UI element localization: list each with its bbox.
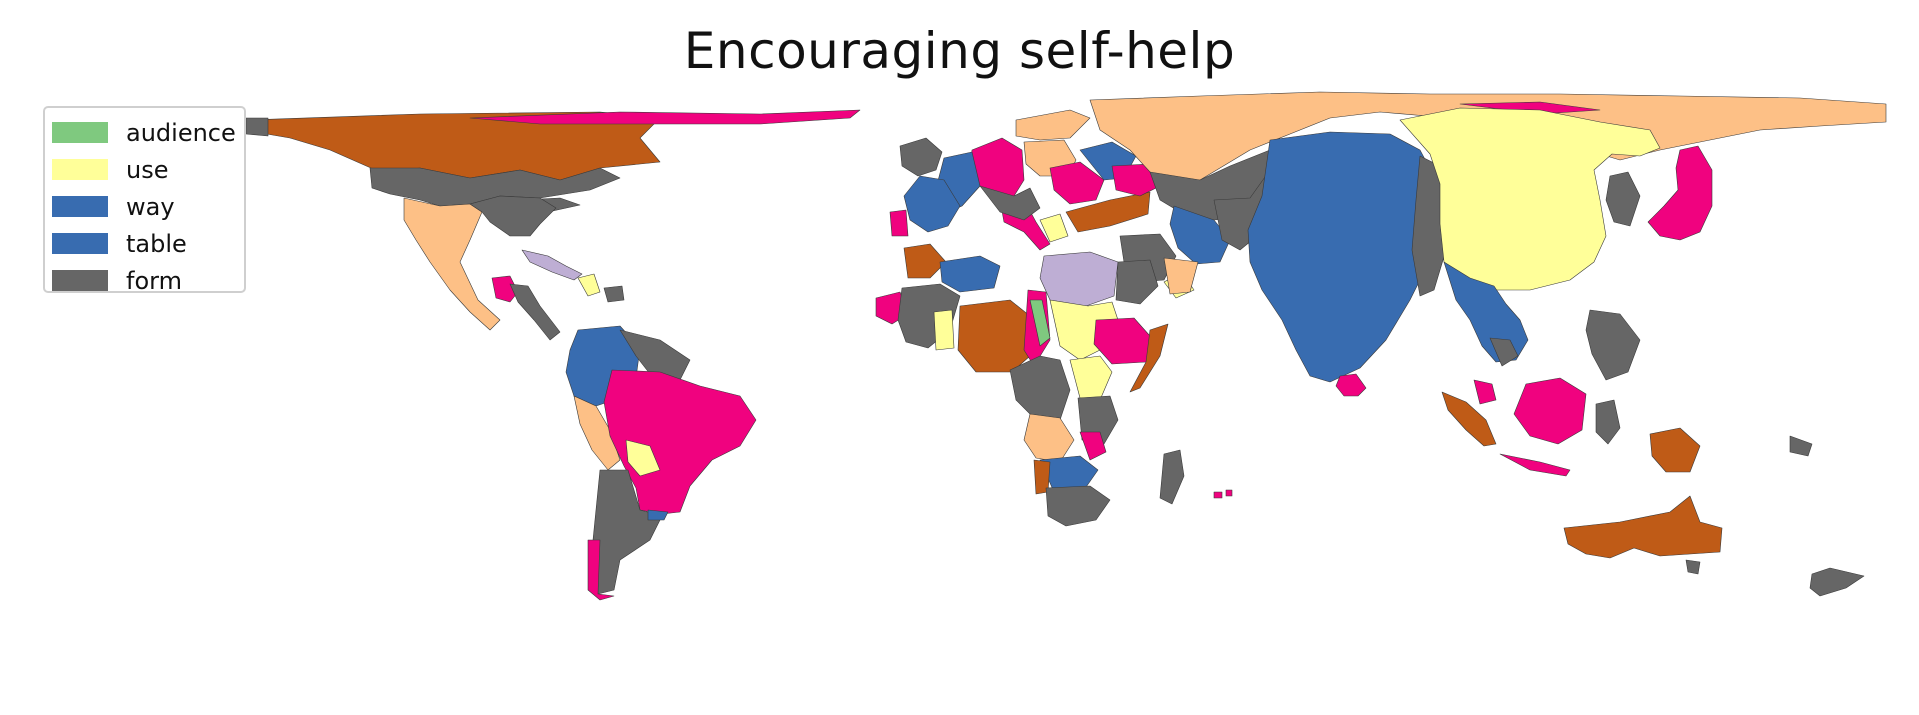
legend-label: way: [126, 192, 175, 221]
legend-swatch: [52, 270, 108, 291]
region-madagascar-area: [1079, 431, 1107, 461]
legend-item: use: [52, 151, 244, 188]
region-portugal: [889, 209, 909, 237]
region-mali: [933, 309, 955, 351]
legend-swatch: [52, 233, 108, 254]
region-greece: [1039, 213, 1069, 243]
region-turkey: [1065, 191, 1151, 233]
region-bolivia: [625, 439, 661, 477]
region-tasmania: [1685, 559, 1701, 575]
legend-label: table: [126, 229, 187, 258]
region-niger-green: [1029, 299, 1051, 347]
region-central-africa: [1009, 355, 1071, 421]
region-kenya: [1069, 355, 1113, 401]
region-congo: [1023, 413, 1075, 463]
region-borneo: [1513, 377, 1587, 445]
map-title: Encouraging self-help: [683, 22, 1236, 80]
region-new-guinea: [1649, 427, 1701, 473]
region-argentina: [587, 539, 615, 601]
region-peru: [573, 395, 621, 471]
region-uk: [899, 137, 943, 177]
region-caribbean: [521, 249, 583, 281]
region-madagascar: [1159, 449, 1185, 505]
region-india: [1247, 131, 1441, 383]
region-sri-lanka: [1335, 373, 1367, 397]
legend-label: form: [126, 266, 182, 295]
legend-label: use: [126, 155, 169, 184]
legend-item: way: [52, 188, 244, 225]
legend-item: table: [52, 225, 244, 262]
region-balkans: [1049, 161, 1105, 205]
region-vietnam: [1489, 337, 1519, 367]
legend-label: audience: [126, 118, 236, 147]
region-pacific-islands: [1789, 435, 1813, 457]
region-japan: [1647, 145, 1713, 241]
region-egypt: [1115, 259, 1159, 305]
region-horn: [1129, 323, 1169, 393]
region-usa-east: [469, 195, 557, 237]
region-alaska-tip: [245, 117, 269, 137]
legend-item: form: [52, 262, 244, 299]
region-arctic-strip: [469, 109, 861, 125]
region-caribbean-gray: [603, 285, 625, 303]
legend-swatch: [52, 159, 108, 180]
region-small-islands-2: [1225, 489, 1233, 497]
region-levant: [1163, 257, 1199, 295]
region-australia: [1563, 495, 1723, 559]
legend-item: audience: [52, 114, 244, 151]
region-libya: [1039, 251, 1119, 307]
region-uruguay: [647, 509, 669, 521]
region-west-africa-north: [939, 255, 1001, 293]
region-mexico: [491, 275, 519, 303]
legend-swatch: [52, 196, 108, 217]
region-brazil: [603, 369, 757, 515]
region-malaysia: [1473, 379, 1497, 405]
region-spain: [903, 175, 961, 233]
region-small-islands: [1213, 491, 1223, 499]
region-usa-west: [403, 197, 501, 331]
region-south-africa: [1045, 485, 1111, 527]
region-russia-west: [1015, 109, 1091, 141]
region-southeast-asia: [1443, 261, 1529, 363]
legend-swatch: [52, 122, 108, 143]
region-sulawesi: [1595, 399, 1621, 445]
region-philippines: [1585, 309, 1641, 381]
region-java: [1499, 453, 1571, 477]
region-korea: [1605, 171, 1641, 227]
region-southern-africa: [1039, 455, 1099, 493]
region-morocco: [903, 243, 947, 279]
region-new-zealand: [1809, 567, 1865, 597]
region-iran: [1169, 205, 1231, 265]
region-central-america: [509, 283, 561, 341]
map-legend: audience use way table form: [43, 106, 246, 295]
region-nigeria: [957, 299, 1031, 373]
region-canada: [369, 167, 621, 207]
region-caribbean-islands: [577, 273, 601, 297]
region-central-europe: [979, 185, 1041, 221]
region-sumatra: [1441, 391, 1497, 447]
region-china: [1399, 107, 1661, 291]
